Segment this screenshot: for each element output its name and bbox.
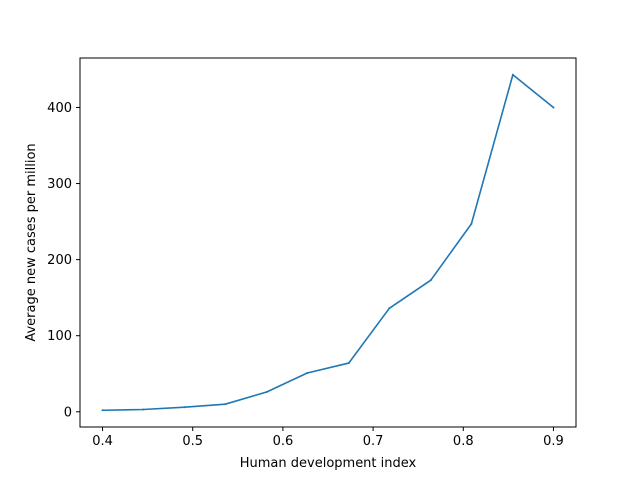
x-tick-label: 0.8 <box>453 434 474 449</box>
data-point <box>101 409 104 412</box>
data-point <box>552 106 555 109</box>
plot-area <box>101 73 555 412</box>
x-axis-title: Human development index <box>240 456 417 471</box>
data-point <box>265 391 268 393</box>
series-line <box>101 73 555 412</box>
x-tick-label: 0.4 <box>92 434 113 449</box>
y-tick-label: 100 <box>47 329 72 344</box>
x-tick-label: 0.9 <box>543 434 564 449</box>
x-tick-label: 0.7 <box>363 434 384 449</box>
data-point <box>347 362 350 365</box>
y-axis-title: Average new cases per million <box>24 143 39 341</box>
x-axis: 0.4 0.5 0.6 0.7 0.8 0.9 <box>92 427 564 449</box>
y-tick-label: 200 <box>47 253 72 268</box>
y-axis: 0 100 200 300 400 <box>47 101 80 420</box>
y-tick-label: 300 <box>47 177 72 192</box>
axes-frame <box>79 57 577 428</box>
data-point <box>429 279 432 282</box>
data-point <box>142 408 145 411</box>
data-point <box>470 222 473 225</box>
data-point <box>224 403 227 406</box>
data-point <box>388 307 391 310</box>
data-point <box>306 371 309 374</box>
y-tick-label: 400 <box>47 101 72 116</box>
x-tick-label: 0.5 <box>182 434 203 449</box>
y-tick-label: 0 <box>64 405 72 420</box>
data-point <box>183 406 186 409</box>
x-tick-label: 0.6 <box>273 434 294 449</box>
data-point <box>511 73 514 76</box>
